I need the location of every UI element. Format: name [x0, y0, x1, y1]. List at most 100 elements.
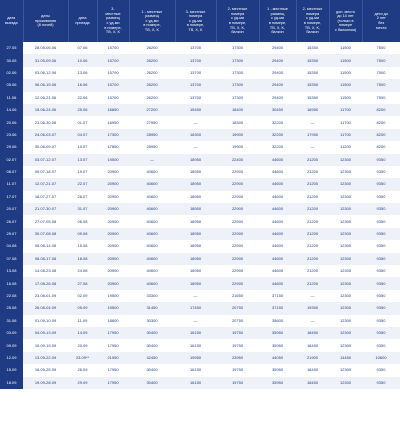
departure-date: 02.07: [0, 153, 23, 166]
price-cell: 21200: [296, 153, 329, 166]
price-cell: 29400: [259, 79, 296, 92]
price-cell: 9350: [362, 153, 400, 166]
price-cell: 12300: [329, 215, 362, 228]
table-row: 15.09 16.09-25.09 26.09 17950 30400 16150 1975…: [0, 364, 400, 377]
price-cell: 40600: [129, 215, 175, 228]
price-cell: 40600: [129, 178, 175, 191]
departure-date: 22.08: [0, 289, 23, 303]
price-cell: 12300: [329, 302, 362, 315]
price-cell: 33300: [129, 289, 175, 303]
price-cell: 17300: [216, 66, 259, 80]
price-cell: 16950: [296, 103, 329, 117]
price-cell: 44600: [259, 153, 296, 166]
price-cell: 13700: [175, 42, 216, 55]
stay-dates: 10.09-19.09: [23, 339, 68, 352]
column-header: дата выезда: [0, 0, 24, 42]
price-cell: 9350: [362, 277, 400, 290]
arrival-date: 20.09: [68, 339, 97, 352]
price-cell: 9350: [362, 302, 400, 315]
price-cell: 26200: [129, 66, 175, 80]
stay-dates: 18.07-27.07: [23, 190, 68, 204]
price-cell: 29400: [259, 91, 296, 104]
price-cell: —: [175, 289, 216, 303]
price-cell: 21200: [296, 165, 329, 179]
price-cell: 12300: [329, 153, 362, 166]
table-row: 05.06 06.06-15.06 16.06 15700 26200 13700 1730…: [0, 79, 400, 92]
price-cell: 9350: [362, 289, 400, 303]
price-cell: 20900: [97, 277, 129, 290]
price-cell: 40600: [129, 190, 175, 204]
price-cell: 17950: [296, 128, 329, 142]
price-cell: 44600: [259, 227, 296, 241]
price-cell: 19900: [216, 128, 259, 142]
price-cell: 22900: [216, 265, 259, 278]
departure-date: 16.08: [0, 277, 23, 290]
table-row: 23.06 24.06-03.07 04.07 17300 28950 16300 1990…: [0, 128, 400, 142]
departure-date: 27.05: [0, 42, 23, 55]
price-cell: 22900: [216, 165, 259, 179]
price-cell: 30400: [129, 339, 175, 352]
table-row: 29.06 30.06-09.07 10.07 17850 28950—19900 322…: [0, 141, 400, 154]
table-row: 12.09 13.09-22.09 23.09** 21950 42450 19950 23…: [0, 351, 400, 365]
stay-dates: 06.06-15.06: [23, 79, 68, 92]
stay-dates: 17.08-26.08: [23, 277, 68, 290]
stay-dates: 24.06-03.07: [23, 128, 68, 142]
price-cell: 40600: [129, 165, 175, 179]
price-cell: 18450: [296, 376, 329, 389]
price-cell: 22900: [216, 190, 259, 204]
price-cell: 17950: [97, 364, 129, 377]
departure-date: 02.06: [0, 66, 23, 80]
departure-date: 15.09: [0, 364, 23, 377]
price-cell: 18950: [175, 203, 216, 216]
price-cell: 30400: [129, 364, 175, 377]
price-cell: 29400: [259, 54, 296, 67]
departure-date: 13.08: [0, 265, 23, 278]
price-cell: 18950: [175, 215, 216, 228]
price-cell: 15700: [97, 91, 129, 104]
table-row: 25.08 26.08-04.09 05.09 19500 31450 17450 2075…: [0, 302, 400, 315]
price-cell: 7500: [362, 42, 400, 55]
price-cell: 15350: [296, 42, 329, 55]
arrival-date: 10.07: [68, 141, 97, 154]
price-cell: 21200: [296, 240, 329, 253]
price-cell: 18450: [296, 339, 329, 352]
departure-date: 14.06: [0, 103, 23, 117]
price-cell: 15450: [175, 103, 216, 117]
price-cell: 15700: [97, 54, 129, 67]
price-cell: 40600: [129, 277, 175, 290]
price-cell: 22900: [216, 215, 259, 228]
price-cell: 35950: [259, 326, 296, 340]
price-cell: 20900: [97, 165, 129, 179]
departure-date: 26.07: [0, 215, 23, 228]
stay-dates: 21.06-30.06: [23, 116, 68, 129]
price-cell: 11200: [329, 141, 362, 154]
departure-date: 11.07: [0, 178, 23, 191]
stay-dates: 28.05-06.06: [23, 42, 68, 55]
stay-dates: 23.08-01.09: [23, 289, 68, 303]
price-cell: 9350: [362, 190, 400, 204]
price-cell: 21200: [296, 265, 329, 278]
price-cell: 40600: [129, 203, 175, 216]
price-cell: 18950: [175, 227, 216, 241]
price-cell: 12300: [329, 376, 362, 389]
arrival-date: 02.09: [68, 289, 97, 303]
table-row: 11.07 12.07-21.07 22.07 20900 40600 18950 2290…: [0, 178, 400, 191]
stay-dates: 21.07-30.07: [23, 203, 68, 216]
table-row: 09.09 10.09-19.09 20.09 17950 30400 16150 1975…: [0, 339, 400, 352]
price-cell: —: [175, 314, 216, 327]
stay-dates: 04.09-13.09: [23, 326, 68, 340]
price-cell: 18450: [296, 326, 329, 340]
departure-date: 29.07: [0, 227, 23, 241]
price-cell: 19500: [97, 153, 129, 166]
price-cell: 44600: [259, 240, 296, 253]
table-row: 16.08 17.08-26.08 27.08 20900 40600 18950 2290…: [0, 277, 400, 290]
price-cell: 21200: [296, 277, 329, 290]
price-cell: 17950: [97, 339, 129, 352]
arrival-date: 18.08: [68, 252, 97, 266]
price-cell: —: [296, 289, 329, 303]
price-cell: 11500: [329, 79, 362, 92]
stay-dates: 31.05-09.06: [23, 54, 68, 67]
stay-dates: 03.07-12.07: [23, 153, 68, 166]
price-cell: 9350: [362, 364, 400, 377]
price-cell: 44600: [259, 178, 296, 191]
